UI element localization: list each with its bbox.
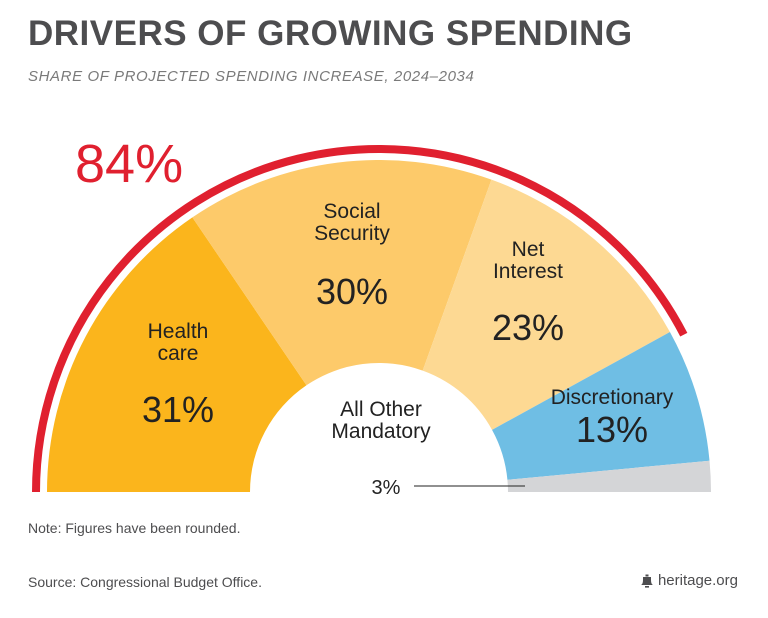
source-note: Source: Congressional Budget Office. bbox=[28, 574, 262, 590]
chart-title: DRIVERS OF GROWING SPENDING bbox=[28, 14, 633, 53]
brand-text: heritage.org bbox=[657, 572, 738, 589]
highlight-arc bbox=[32, 145, 688, 493]
slice-value-health-care: 31% bbox=[142, 389, 214, 430]
chart-subtitle: SHARE OF PROJECTED SPENDING INCREASE, 20… bbox=[28, 68, 475, 85]
slice-label-social-security-line-1: Social bbox=[323, 200, 380, 223]
slice-label-all-other-mandatory-line-2: Mandatory bbox=[331, 420, 431, 443]
slice-value-social-security: 30% bbox=[316, 271, 388, 312]
slice-label-net-interest-line-1: Net bbox=[512, 238, 545, 261]
slice-value-all-other-mandatory: 3% bbox=[372, 477, 401, 499]
slice-value-net-interest: 23% bbox=[492, 307, 564, 348]
brand: heritage.org bbox=[640, 572, 738, 589]
highlight-value-label: 84% bbox=[75, 134, 183, 194]
slice-label-social-security-line-2: Security bbox=[314, 222, 390, 245]
slice-health-care bbox=[47, 217, 307, 493]
slice-label-health-care-line-2: care bbox=[158, 342, 199, 365]
slice-discretionary bbox=[492, 332, 710, 480]
slice-all-other-mandatory bbox=[507, 460, 711, 492]
bell-icon bbox=[640, 574, 653, 588]
slice-label-net-interest-line-2: Interest bbox=[493, 260, 563, 283]
slice-net-interest bbox=[422, 179, 670, 430]
footnote: Note: Figures have been rounded. bbox=[28, 520, 241, 536]
slice-label-health-care-line-1: Health bbox=[148, 320, 209, 343]
slice-social-security bbox=[192, 159, 492, 386]
slice-label-discretionary-line-1: Discretionary bbox=[551, 386, 674, 409]
slice-label-all-other-mandatory-line-1: All Other bbox=[340, 398, 422, 421]
slice-value-discretionary: 13% bbox=[576, 409, 648, 450]
